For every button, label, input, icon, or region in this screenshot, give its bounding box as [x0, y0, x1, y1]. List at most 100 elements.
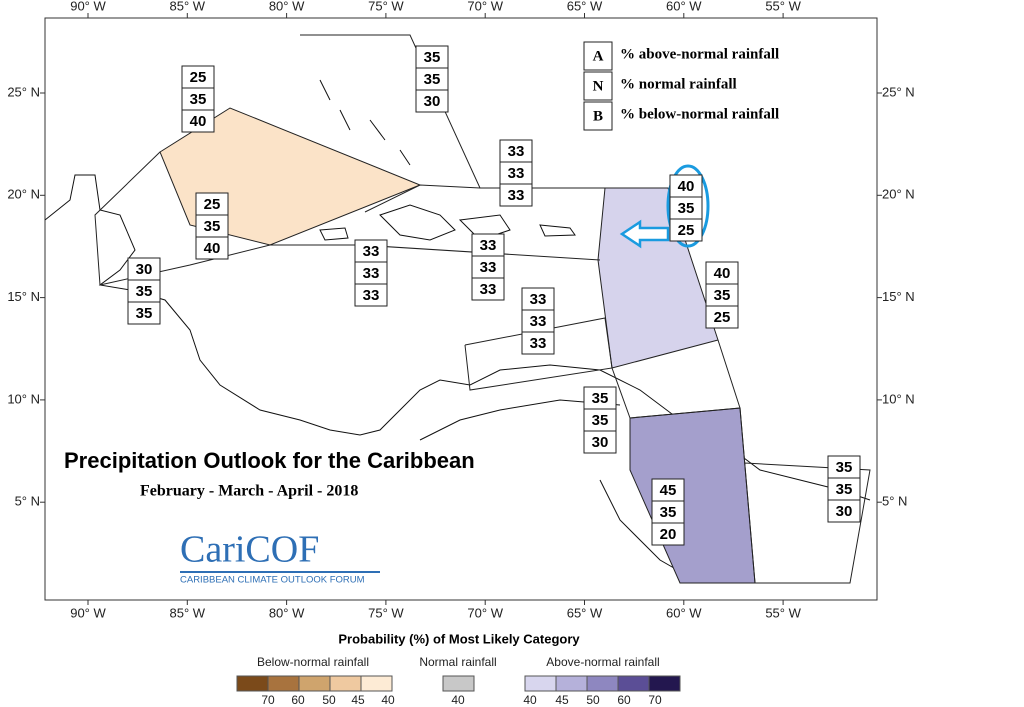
- prob-value: 25: [714, 309, 731, 326]
- swatch: [442, 675, 475, 692]
- key-box: [583, 71, 613, 101]
- swatch: [360, 675, 393, 692]
- swatch: [617, 675, 650, 692]
- prob-value: 25: [190, 69, 207, 86]
- swatch: [555, 675, 588, 692]
- lon-label: 65° W: [567, 0, 603, 13]
- key-text: % below-normal rainfall: [620, 106, 779, 122]
- lat-label: 10° N: [882, 391, 915, 406]
- swatch: [648, 675, 681, 692]
- prob-value: 33: [530, 291, 547, 308]
- prob-value: 35: [592, 390, 609, 407]
- key-box: [583, 41, 613, 71]
- prob-value: 35: [836, 481, 853, 498]
- lat-label: 10° N: [7, 391, 40, 406]
- lon-label: 90° W: [70, 0, 106, 13]
- lat-label: 5° N: [882, 494, 907, 509]
- lon-label: 60° W: [666, 0, 702, 13]
- lat-label: 20° N: [7, 187, 40, 202]
- key-text: % normal rainfall: [620, 76, 737, 92]
- prob-value: 35: [424, 49, 441, 66]
- colorbar-label: 70: [261, 693, 275, 707]
- prob-box: [195, 236, 229, 260]
- prob-box: [499, 183, 533, 207]
- prob-value: 40: [190, 113, 207, 130]
- lon-label: 75° W: [368, 0, 404, 13]
- prob-box: [521, 331, 555, 355]
- prob-value: 33: [480, 281, 497, 298]
- prob-value: 33: [530, 313, 547, 330]
- lon-label: 90° W: [70, 605, 106, 620]
- prob-value: 30: [836, 503, 853, 520]
- prob-value: 33: [363, 287, 380, 304]
- lon-label: 75° W: [368, 605, 404, 620]
- lat-label: 25° N: [882, 84, 915, 99]
- prob-box: [651, 522, 685, 546]
- colorbar-label: 40: [451, 693, 465, 707]
- lon-label: 85° W: [170, 605, 206, 620]
- prob-box: [181, 109, 215, 133]
- prob-box: [415, 89, 449, 113]
- colorbar-label: 50: [322, 693, 336, 707]
- swatch: [524, 675, 557, 692]
- prob-value: 35: [836, 459, 853, 476]
- prob-value: 33: [508, 165, 525, 182]
- lon-label: 85° W: [170, 0, 206, 13]
- lon-label: 80° W: [269, 605, 305, 620]
- map-subtitle: February - March - April - 2018: [140, 483, 358, 500]
- prob-value: 35: [136, 305, 153, 322]
- prob-box: [471, 277, 505, 301]
- lon-label: 55° W: [765, 605, 801, 620]
- prob-value: 35: [592, 412, 609, 429]
- colorbar-group: Above-normal rainfall: [546, 655, 659, 669]
- lon-label: 65° W: [567, 605, 603, 620]
- lon-label: 60° W: [666, 605, 702, 620]
- lon-label: 70° W: [467, 0, 503, 13]
- colorbar-title: Probability (%) of Most Likely Category: [338, 631, 580, 646]
- logo-tagline: CARIBBEAN CLIMATE OUTLOOK FORUM: [180, 575, 365, 586]
- prob-box: [583, 430, 617, 454]
- lat-label: 15° N: [882, 289, 915, 304]
- colorbar-label: 40: [523, 693, 537, 707]
- prob-value: 30: [136, 261, 153, 278]
- key-letter: N: [593, 78, 604, 94]
- key-letter: B: [593, 108, 603, 124]
- swatch: [267, 675, 300, 692]
- prob-value: 35: [714, 287, 731, 304]
- prob-value: 35: [190, 91, 207, 108]
- logo-name: CariCOF: [180, 529, 319, 571]
- prob-value: 40: [678, 178, 695, 195]
- highlight-circle: [666, 164, 710, 248]
- colorbar-label: 50: [586, 693, 600, 707]
- lon-label: 55° W: [765, 0, 801, 13]
- prob-value: 33: [363, 243, 380, 260]
- prob-value: 40: [204, 240, 221, 257]
- prob-value: 33: [508, 143, 525, 160]
- key-letter: A: [593, 48, 604, 64]
- prob-box: [827, 499, 861, 523]
- key-box: [583, 101, 613, 131]
- prob-value: 33: [363, 265, 380, 282]
- swatch: [586, 675, 619, 692]
- lat-label: 20° N: [882, 187, 915, 202]
- lat-label: 5° N: [15, 494, 40, 509]
- colorbar-group: Below-normal rainfall: [257, 655, 369, 669]
- swatch: [298, 675, 331, 692]
- prob-box: [705, 305, 739, 329]
- lat-label: 15° N: [7, 289, 40, 304]
- colorbar-label: 70: [648, 693, 662, 707]
- prob-value: 35: [136, 283, 153, 300]
- highlight-arrow: [619, 219, 670, 249]
- map-title: Precipitation Outlook for the Caribbean: [64, 448, 475, 473]
- colorbar-label: 45: [555, 693, 569, 707]
- prob-value: 20: [660, 526, 677, 543]
- swatch: [329, 675, 362, 692]
- prob-value: 33: [508, 187, 525, 204]
- prob-value: 33: [480, 237, 497, 254]
- lat-label: 25° N: [7, 84, 40, 99]
- colorbar-label: 60: [617, 693, 631, 707]
- lon-label: 80° W: [269, 0, 305, 13]
- colorbar-label: 40: [381, 693, 395, 707]
- lon-label: 70° W: [467, 605, 503, 620]
